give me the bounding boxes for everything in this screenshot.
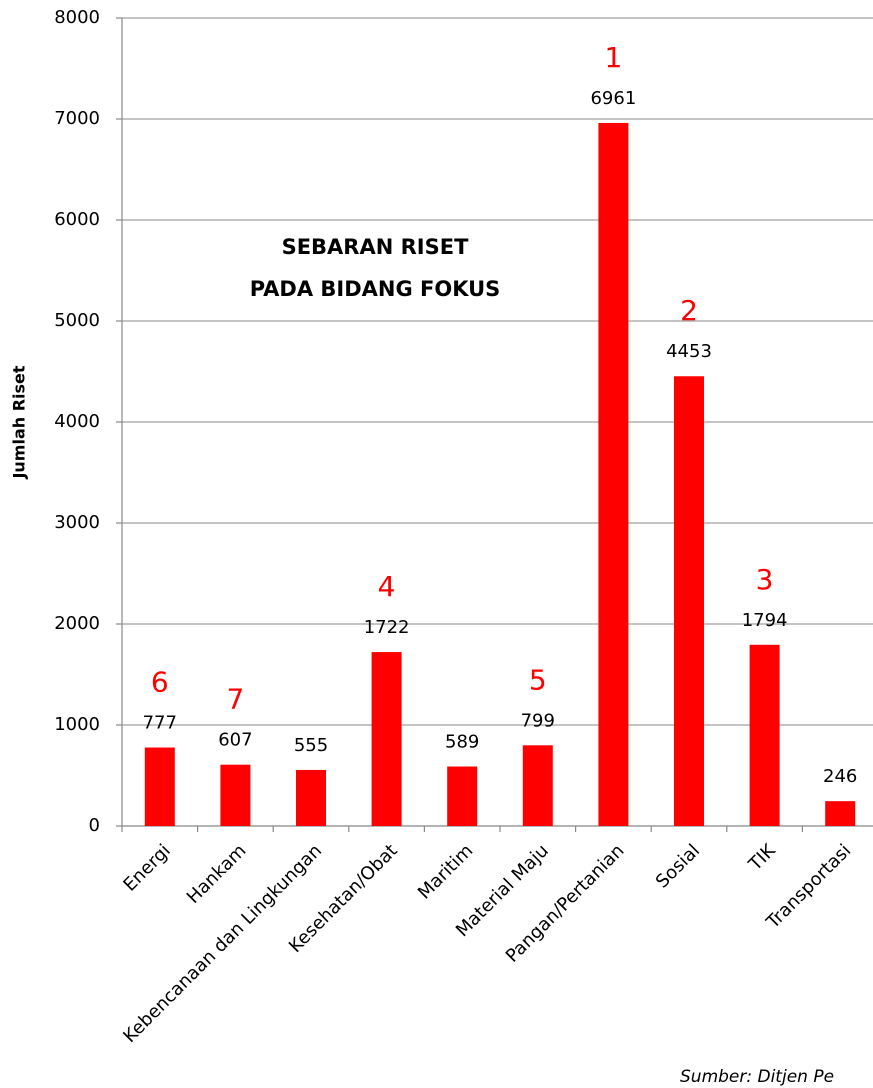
x-tick-label: Maritim <box>414 840 477 903</box>
y-tick-label: 7000 <box>54 108 100 129</box>
x-tick-label: TIK <box>744 839 780 875</box>
y-axis-label: Jumlah Riset <box>10 365 29 479</box>
value-label: 6961 <box>590 88 636 109</box>
bar <box>447 766 478 826</box>
bar <box>371 652 402 826</box>
y-tick-label: 0 <box>89 815 100 836</box>
value-label: 589 <box>445 732 479 753</box>
value-label: 555 <box>294 735 328 756</box>
rank-label: 5 <box>529 663 547 696</box>
value-label: 246 <box>823 766 857 787</box>
value-label: 799 <box>521 710 555 731</box>
x-tick-label: Sosial <box>652 840 704 892</box>
bar <box>522 745 553 826</box>
bar <box>296 769 326 826</box>
y-tick-label: 3000 <box>54 512 100 533</box>
value-label: 4453 <box>666 341 712 362</box>
value-label: 1794 <box>742 610 788 631</box>
y-tick-label: 6000 <box>54 209 100 230</box>
bar <box>598 122 629 826</box>
x-tick-label: Hankam <box>183 840 251 908</box>
rank-label: 6 <box>151 666 169 699</box>
y-tick-label: 4000 <box>54 411 100 432</box>
bar <box>144 747 175 826</box>
y-tick-label: 5000 <box>54 310 100 331</box>
source-note: Sumber: Ditjen Pe <box>680 1067 834 1087</box>
y-tick-label: 8000 <box>54 7 100 28</box>
chart-title: PADA BIDANG FOKUS <box>250 277 501 301</box>
bar <box>749 644 780 826</box>
bar <box>674 376 704 826</box>
x-tick-label: Energi <box>119 840 174 895</box>
rank-label: 4 <box>378 570 396 603</box>
rank-label: 7 <box>226 683 244 716</box>
value-label: 777 <box>143 713 177 734</box>
value-label: 607 <box>218 730 252 751</box>
y-tick-label: 1000 <box>54 714 100 735</box>
rank-label: 2 <box>680 294 698 327</box>
bar <box>220 764 251 826</box>
bar <box>825 801 856 826</box>
rank-label: 1 <box>604 41 622 74</box>
chart-title: SEBARAN RISET <box>282 235 469 259</box>
rank-label: 3 <box>756 563 774 596</box>
y-tick-label: 2000 <box>54 613 100 634</box>
value-label: 1722 <box>364 617 410 638</box>
